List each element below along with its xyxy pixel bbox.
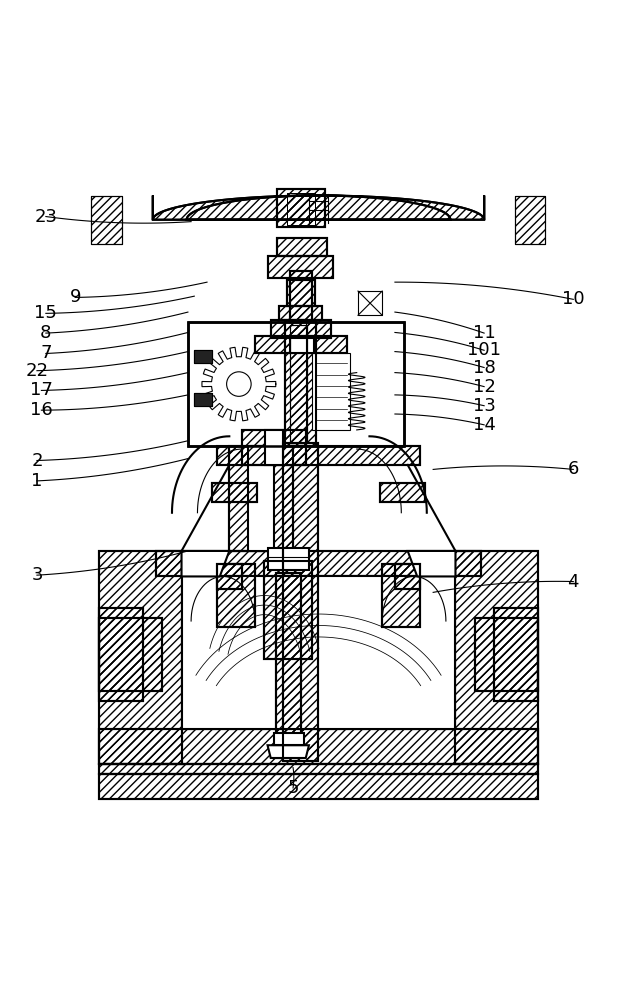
Text: 23: 23 <box>34 208 57 226</box>
Bar <box>265 430 283 465</box>
Bar <box>194 350 212 363</box>
Bar <box>194 393 212 406</box>
Text: 18: 18 <box>473 359 496 377</box>
Text: 6: 6 <box>568 460 579 478</box>
Bar <box>194 393 212 406</box>
Text: 17: 17 <box>30 381 53 399</box>
Text: 14: 14 <box>473 416 496 434</box>
Text: 10: 10 <box>562 290 585 308</box>
Text: 13: 13 <box>473 397 496 415</box>
Text: 9: 9 <box>69 288 81 306</box>
Circle shape <box>227 372 251 396</box>
Bar <box>290 336 314 353</box>
Bar <box>194 393 212 406</box>
Text: 16: 16 <box>30 401 53 419</box>
Bar <box>312 353 350 430</box>
Text: 22: 22 <box>25 362 48 380</box>
Polygon shape <box>408 551 455 576</box>
Bar <box>268 548 309 570</box>
Bar <box>188 322 404 446</box>
Text: 1: 1 <box>31 472 43 490</box>
Bar <box>358 291 382 315</box>
Text: 101: 101 <box>467 341 501 359</box>
Text: 11: 11 <box>473 324 496 342</box>
Text: 8: 8 <box>40 324 52 342</box>
Polygon shape <box>268 745 309 758</box>
Bar <box>248 446 274 551</box>
Polygon shape <box>182 551 229 576</box>
Text: 4: 4 <box>568 573 579 591</box>
Text: 3: 3 <box>31 566 43 584</box>
Bar <box>274 733 304 745</box>
Text: 15: 15 <box>34 304 57 322</box>
Text: 5: 5 <box>287 779 299 797</box>
Polygon shape <box>202 347 276 421</box>
Bar <box>194 350 212 363</box>
Text: 2: 2 <box>31 452 43 470</box>
Text: 12: 12 <box>473 378 496 396</box>
Bar <box>194 350 212 363</box>
Bar <box>182 576 455 729</box>
Text: 7: 7 <box>40 344 52 362</box>
Bar <box>188 322 404 446</box>
